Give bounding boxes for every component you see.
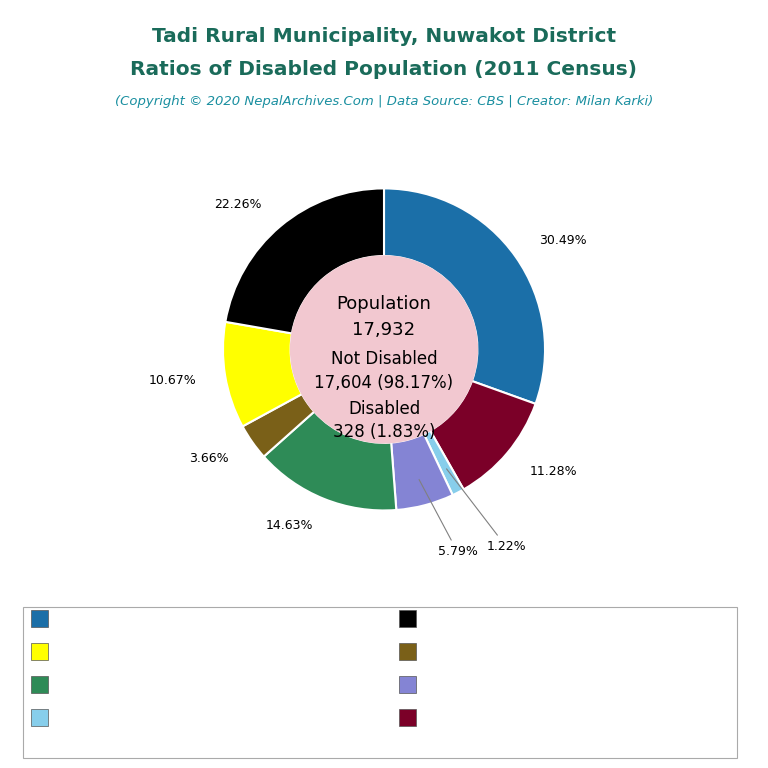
Text: Physically Disable - 100 (M: 68 | F: 32): Physically Disable - 100 (M: 68 | F: 32)	[50, 612, 276, 624]
Wedge shape	[430, 381, 535, 489]
Wedge shape	[243, 394, 314, 457]
Text: Blind Only - 73 (M: 31 | F: 42): Blind Only - 73 (M: 31 | F: 42)	[419, 612, 592, 624]
Text: Multiple Disabilities - 37 (M: 24 | F: 13): Multiple Disabilities - 37 (M: 24 | F: 1…	[419, 711, 647, 723]
Wedge shape	[391, 434, 452, 510]
Wedge shape	[263, 412, 396, 511]
Text: Ratios of Disabled Population (2011 Census): Ratios of Disabled Population (2011 Cens…	[131, 60, 637, 79]
Text: (Copyright © 2020 NepalArchives.Com | Data Source: CBS | Creator: Milan Karki): (Copyright © 2020 NepalArchives.Com | Da…	[115, 95, 653, 108]
Text: Tadi Rural Municipality, Nuwakot District: Tadi Rural Municipality, Nuwakot Distric…	[152, 27, 616, 46]
Text: 17,932: 17,932	[353, 321, 415, 339]
Wedge shape	[384, 188, 545, 404]
Text: Not Disabled: Not Disabled	[331, 350, 437, 368]
Text: Disabled: Disabled	[348, 400, 420, 418]
Text: 3.66%: 3.66%	[189, 452, 229, 465]
Text: 17,604 (98.17%): 17,604 (98.17%)	[314, 374, 454, 392]
Text: 22.26%: 22.26%	[214, 197, 262, 210]
Text: 14.63%: 14.63%	[266, 519, 313, 532]
Text: Intellectual - 4 (M: 1 | F: 3): Intellectual - 4 (M: 1 | F: 3)	[50, 711, 206, 723]
Wedge shape	[225, 188, 384, 333]
Text: Speech Problems - 48 (M: 32 | F: 16): Speech Problems - 48 (M: 32 | F: 16)	[50, 678, 263, 690]
Text: 5.79%: 5.79%	[419, 479, 478, 558]
Text: Population: Population	[336, 296, 432, 313]
Text: 11.28%: 11.28%	[529, 465, 577, 478]
Text: 10.67%: 10.67%	[149, 374, 197, 387]
Text: Deaf & Blind - 12 (M: 6 | F: 6): Deaf & Blind - 12 (M: 6 | F: 6)	[419, 645, 591, 657]
Wedge shape	[424, 431, 464, 495]
Text: 328 (1.83%): 328 (1.83%)	[333, 422, 435, 441]
Text: Deaf Only - 35 (M: 18 | F: 17): Deaf Only - 35 (M: 18 | F: 17)	[50, 645, 221, 657]
Wedge shape	[223, 322, 302, 426]
Text: 1.22%: 1.22%	[446, 468, 526, 553]
Text: Mental - 19 (M: 9 | F: 10): Mental - 19 (M: 9 | F: 10)	[419, 678, 564, 690]
Circle shape	[290, 256, 478, 443]
Text: 30.49%: 30.49%	[539, 233, 587, 247]
